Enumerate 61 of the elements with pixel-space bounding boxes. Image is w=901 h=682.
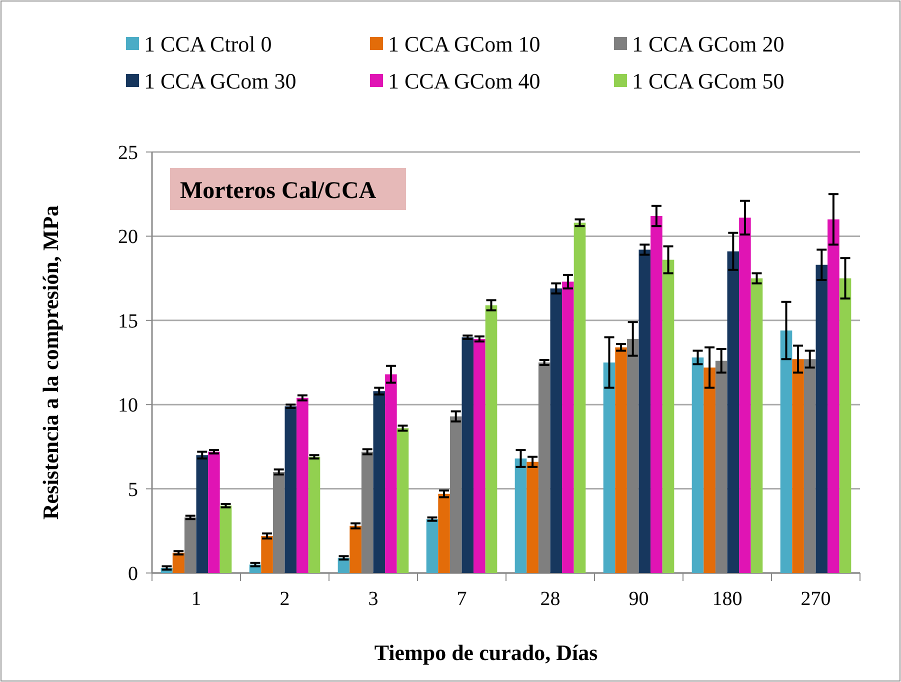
bar [373, 391, 386, 573]
bar [727, 251, 740, 573]
bar [385, 374, 397, 573]
bar [350, 526, 362, 573]
bar [514, 458, 527, 573]
legend-label: 1 CCA GCom 50 [632, 68, 784, 94]
bar [750, 278, 763, 573]
y-tick-label: 0 [128, 563, 138, 585]
bar [839, 278, 852, 573]
bar [603, 362, 616, 573]
bar [296, 398, 308, 573]
x-tick-label: 2 [280, 588, 290, 610]
label-box: Morteros Cal/CCA [170, 168, 406, 210]
bar [650, 216, 662, 573]
x-tick-label: 3 [368, 588, 378, 610]
bar [662, 260, 674, 573]
y-tick-label: 25 [118, 142, 138, 164]
bar [574, 222, 586, 573]
bar [638, 250, 651, 573]
bar [426, 519, 438, 573]
bar [816, 264, 828, 573]
y-tick-label: 15 [118, 310, 138, 332]
x-tick-label: 180 [712, 588, 742, 610]
bar [220, 506, 232, 573]
bar [396, 428, 409, 573]
bar [792, 359, 804, 573]
bar [828, 219, 840, 573]
y-tick-label: 10 [118, 394, 138, 417]
annotation: Morteros Cal/CCA [180, 178, 377, 204]
x-tick-label: 1 [191, 588, 202, 610]
bar [526, 462, 538, 573]
bar [261, 536, 273, 573]
legend-label: 1 CCA GCom 40 [388, 68, 540, 94]
bar [704, 368, 716, 573]
bar [485, 305, 498, 573]
y-tick-label: 20 [118, 226, 138, 248]
y-tick-label: 5 [128, 478, 138, 501]
bar [692, 357, 704, 573]
legend-label: 1 CCA Ctrol 0 [144, 32, 272, 57]
bar [462, 337, 474, 573]
bar [562, 282, 574, 573]
x-tick-label: 28 [540, 588, 560, 610]
bar [474, 338, 486, 573]
x-tick-label: 270 [800, 588, 831, 610]
legend-label: 1 CCA GCom 10 [388, 32, 540, 57]
bar [208, 452, 220, 573]
legend-label: 1 CCA GCom 20 [632, 32, 784, 57]
bar [615, 347, 627, 573]
bar [308, 456, 320, 573]
bar [172, 552, 184, 573]
bar [780, 330, 792, 573]
bar [196, 455, 208, 573]
bar [438, 494, 450, 573]
y-axis-title: Resistencia a la compresión, MPa [38, 205, 63, 520]
bar [739, 218, 751, 573]
bar [550, 288, 562, 573]
x-tick-label: 90 [628, 588, 649, 610]
legend-label: 1 CCA GCom 30 [144, 68, 296, 94]
x-axis-title: Tiempo de curado, Días [374, 640, 598, 665]
bar [284, 406, 297, 573]
x-tick-label: 7 [456, 588, 467, 610]
